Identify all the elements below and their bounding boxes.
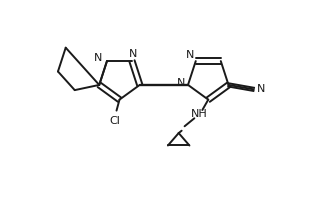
Text: N: N (186, 50, 195, 60)
Text: NH: NH (191, 109, 208, 119)
Text: Cl: Cl (110, 116, 121, 126)
Text: N: N (129, 49, 138, 59)
Text: N: N (177, 78, 186, 88)
Text: N: N (257, 84, 265, 94)
Text: N: N (94, 53, 102, 63)
